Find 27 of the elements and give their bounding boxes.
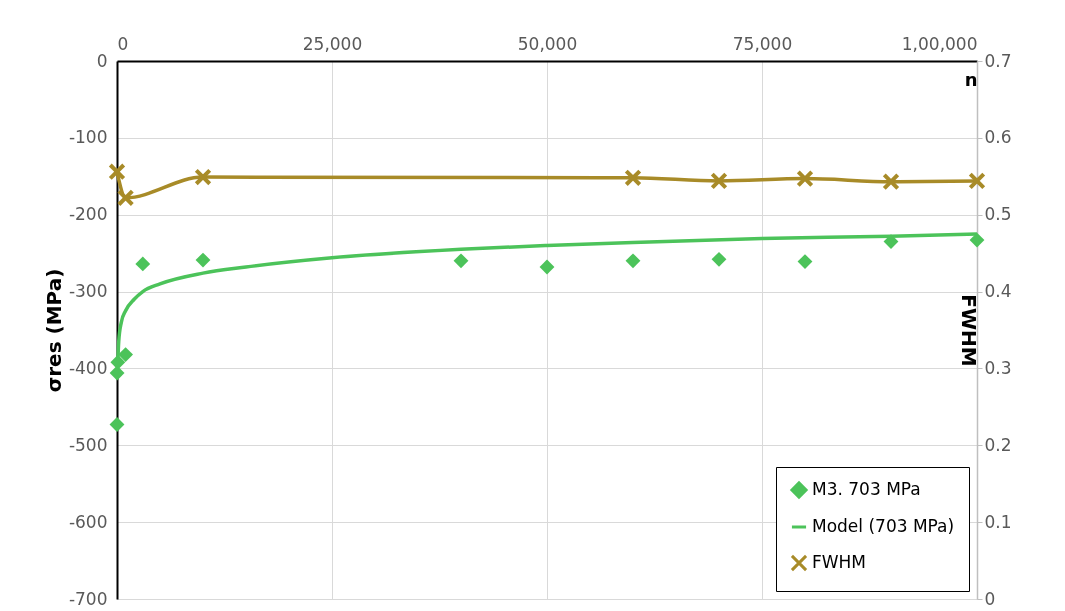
y2-tick-label: 0.6 bbox=[984, 127, 1012, 148]
x-axis-title: n bbox=[964, 68, 978, 90]
x-tick-label: 0 bbox=[117, 33, 129, 54]
y2-tick-label: 0.5 bbox=[984, 204, 1012, 225]
legend-label: M3. 703 MPa bbox=[812, 479, 921, 499]
y2-tick-label: 0.1 bbox=[984, 511, 1012, 532]
y-tick-label: -200 bbox=[68, 204, 108, 225]
y-tick-label: -700 bbox=[68, 588, 108, 609]
x-tick-label: 50,000 bbox=[517, 33, 578, 54]
legend-label: Model (703 MPa) bbox=[812, 516, 955, 536]
y2-tick-label: 0.4 bbox=[984, 281, 1012, 302]
y2-axis-title: FWHM bbox=[956, 294, 981, 367]
y-tick-label: -100 bbox=[68, 127, 108, 148]
y-tick-label: -500 bbox=[68, 434, 108, 455]
x-tick-label: 1,00,000 bbox=[901, 33, 978, 54]
x-tick-label: 25,000 bbox=[302, 33, 363, 54]
y2-tick-label: 0.2 bbox=[984, 434, 1012, 455]
y-tick-label: -400 bbox=[68, 357, 108, 378]
y2-tick-label: 0.3 bbox=[984, 357, 1012, 378]
y-tick-label: 0 bbox=[96, 50, 108, 71]
x-tick-label: 75,000 bbox=[732, 33, 793, 54]
y2-tick-label: 0.7 bbox=[984, 50, 1012, 71]
y-axis-title: σres (MPa) bbox=[41, 268, 66, 393]
legend-label: FWHM bbox=[812, 552, 867, 572]
y2-tick-label: 0 bbox=[984, 588, 996, 609]
y-tick-label: -600 bbox=[68, 511, 108, 532]
y-tick-label: -300 bbox=[68, 281, 108, 302]
